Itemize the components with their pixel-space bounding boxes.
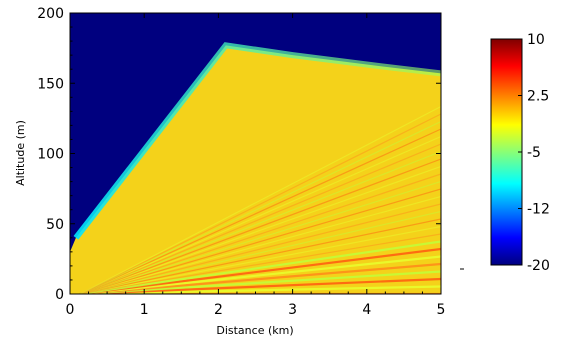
colorbar-ticks: 10 2.5 -5 -12 -20 — [518, 32, 550, 274]
colorbar-gradient — [491, 39, 522, 265]
colorbar-tick-label: 2.5 — [527, 89, 549, 105]
y-tick-label: 100 — [37, 147, 64, 163]
colorbar-tick-label: -5 — [527, 145, 541, 161]
x-tick-label: 1 — [140, 302, 149, 318]
colorbar: 10 2.5 -5 -12 -20 — [491, 32, 550, 274]
x-tick-label: 5 — [437, 302, 446, 318]
y-tick-label: 200 — [37, 6, 64, 22]
colorbar-tick-label: -12 — [527, 202, 550, 218]
y-tick-label: 150 — [37, 76, 64, 92]
plot-area — [70, 13, 441, 294]
x-tick-label: 3 — [288, 302, 297, 318]
colorbar-tick-label: -20 — [527, 258, 550, 274]
y-tick-label: 0 — [55, 287, 64, 303]
y-tick-label: 50 — [46, 217, 64, 233]
y-axis-label: Altitude (m) — [14, 120, 27, 186]
x-tick-label: 4 — [362, 302, 371, 318]
x-tick-label: 0 — [66, 302, 75, 318]
x-tick-label: 2 — [214, 302, 223, 318]
x-axis-label: Distance (km) — [216, 324, 293, 337]
colorbar-tick-label: 10 — [527, 32, 545, 48]
